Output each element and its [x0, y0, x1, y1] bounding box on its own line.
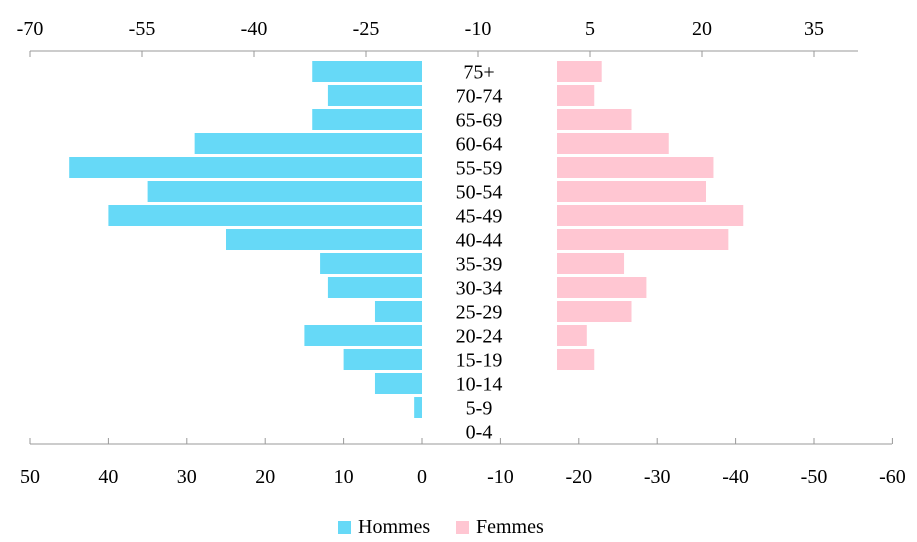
- bar-femmes-45-49: [557, 205, 744, 226]
- category-label: 10-14: [456, 374, 503, 396]
- legend: Hommes Femmes: [338, 516, 544, 538]
- bar-hommes-35-39: [320, 253, 422, 274]
- bar-hommes-20-24: [304, 325, 422, 346]
- legend-swatch-hommes: [338, 521, 351, 534]
- bar-hommes-45-49: [108, 205, 423, 226]
- bar-hommes-70-74: [327, 85, 422, 106]
- bar-hommes-55-59: [69, 157, 422, 178]
- top-axis-tick-label: 20: [692, 18, 712, 40]
- category-label: 60-64: [456, 134, 503, 156]
- bar-hommes-5-9: [414, 397, 422, 418]
- bottom-axis-tick-label: -40: [722, 466, 749, 488]
- category-label: 25-29: [456, 302, 503, 324]
- top-axis: -70 -55 -40 -25 -10 5 20 35: [17, 18, 858, 57]
- category-label: 40-44: [456, 230, 503, 252]
- series-hommes-bars: [69, 61, 423, 418]
- bar-femmes-70-74: [557, 85, 595, 106]
- category-label: 35-39: [456, 254, 503, 276]
- bottom-axis-tick-label: 30: [177, 466, 197, 488]
- legend-label-hommes: Hommes: [358, 516, 430, 538]
- age-group-labels: 75+70-7465-6960-6455-5950-5445-4940-4435…: [456, 62, 503, 444]
- legend-swatch-femmes: [456, 521, 469, 534]
- bottom-axis-tick-label: -30: [644, 466, 671, 488]
- category-label: 30-34: [456, 278, 503, 300]
- category-label: 50-54: [456, 182, 503, 204]
- bottom-axis-tick-label: 50: [20, 466, 40, 488]
- bar-hommes-25-29: [374, 301, 422, 322]
- bar-femmes-20-24: [557, 325, 587, 346]
- bar-femmes-75+: [557, 61, 602, 82]
- bottom-axis-tick-label: 10: [334, 466, 354, 488]
- bottom-axis-tick-label: -50: [801, 466, 828, 488]
- bottom-axis-tick-label: -20: [565, 466, 592, 488]
- category-label: 45-49: [456, 206, 503, 228]
- bar-hommes-65-69: [312, 109, 422, 130]
- top-axis-tick-label: 5: [585, 18, 595, 40]
- bar-hommes-75+: [312, 61, 422, 82]
- category-label: 5-9: [466, 398, 493, 420]
- top-axis-tick-label: -10: [465, 18, 492, 40]
- legend-label-femmes: Femmes: [476, 516, 544, 538]
- top-axis-tick-label: -40: [241, 18, 268, 40]
- series-femmes-bars: [557, 61, 744, 370]
- bar-femmes-65-69: [557, 109, 632, 130]
- top-axis-tick-label: 35: [804, 18, 824, 40]
- bottom-axis-tick-label: 0: [417, 466, 427, 488]
- bar-hommes-60-64: [194, 133, 422, 154]
- bar-femmes-15-19: [557, 349, 595, 370]
- bottom-axis-tick-label: -60: [879, 466, 906, 488]
- bar-hommes-40-44: [226, 229, 422, 250]
- bar-hommes-15-19: [343, 349, 422, 370]
- bottom-axis-tick-label: -10: [487, 466, 514, 488]
- bar-femmes-50-54: [557, 181, 706, 202]
- bottom-axis: 50 40 30 20 10 0 -10 -20 -30 -40 -50 -60: [20, 438, 906, 488]
- category-label: 15-19: [456, 350, 503, 372]
- bottom-axis-tick-label: 40: [98, 466, 118, 488]
- bar-hommes-30-34: [327, 277, 422, 298]
- top-axis-tick-label: -70: [17, 18, 44, 40]
- category-label: 20-24: [456, 326, 503, 348]
- bar-hommes-10-14: [374, 373, 422, 394]
- category-label: 55-59: [456, 158, 503, 180]
- top-axis-tick-label: -25: [353, 18, 380, 40]
- bottom-axis-tick-label: 20: [255, 466, 275, 488]
- category-label: 65-69: [456, 110, 503, 132]
- bar-femmes-35-39: [557, 253, 625, 274]
- bar-femmes-25-29: [557, 301, 632, 322]
- top-axis-tick-label: -55: [129, 18, 156, 40]
- bar-hommes-50-54: [147, 181, 422, 202]
- bar-femmes-30-34: [557, 277, 647, 298]
- category-label: 75+: [463, 62, 494, 84]
- bar-femmes-55-59: [557, 157, 714, 178]
- bar-femmes-60-64: [557, 133, 669, 154]
- bar-femmes-40-44: [557, 229, 729, 250]
- category-label: 70-74: [456, 86, 503, 108]
- category-label: 0-4: [466, 422, 493, 444]
